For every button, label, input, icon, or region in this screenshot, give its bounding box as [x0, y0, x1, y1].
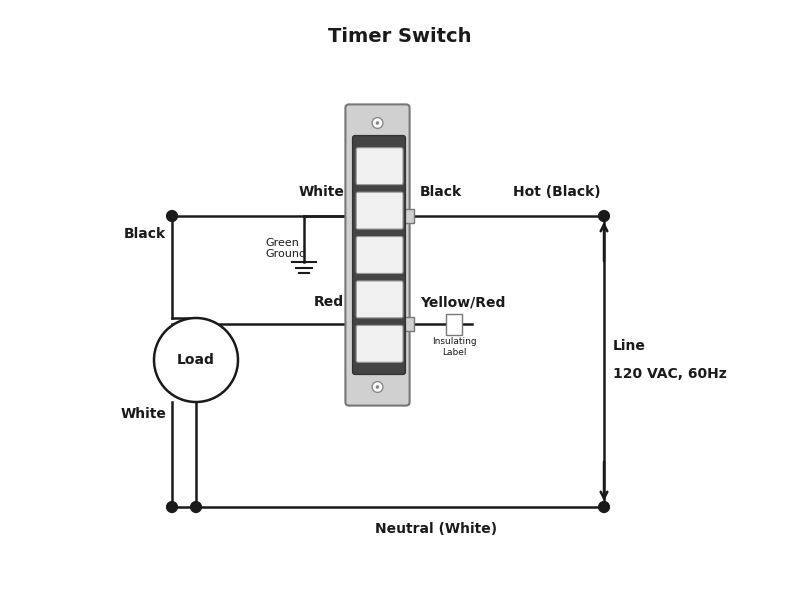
- Circle shape: [190, 502, 202, 512]
- Circle shape: [166, 502, 178, 512]
- Text: Red: Red: [314, 295, 344, 309]
- Text: Hot (Black): Hot (Black): [514, 185, 601, 199]
- Text: Load: Load: [177, 353, 215, 367]
- Circle shape: [376, 385, 379, 389]
- FancyBboxPatch shape: [356, 192, 403, 229]
- Bar: [403, 209, 414, 223]
- FancyBboxPatch shape: [356, 281, 403, 318]
- FancyBboxPatch shape: [356, 148, 403, 185]
- Text: White: White: [298, 185, 344, 199]
- Text: 120 VAC, 60Hz: 120 VAC, 60Hz: [613, 367, 726, 380]
- Circle shape: [598, 211, 610, 221]
- Circle shape: [598, 502, 610, 512]
- Text: Insulating
Label: Insulating Label: [432, 337, 476, 357]
- Text: Neutral (White): Neutral (White): [375, 522, 497, 536]
- Circle shape: [166, 211, 178, 221]
- Bar: [403, 317, 414, 331]
- Text: Yellow/Red: Yellow/Red: [420, 295, 505, 309]
- Text: Black: Black: [420, 185, 462, 199]
- Circle shape: [376, 121, 379, 125]
- Circle shape: [372, 382, 383, 392]
- FancyBboxPatch shape: [356, 325, 403, 362]
- Text: Timer Switch: Timer Switch: [328, 26, 472, 46]
- Bar: [446, 313, 462, 335]
- Text: Line: Line: [613, 340, 646, 353]
- FancyBboxPatch shape: [346, 104, 410, 406]
- Text: Green
Ground: Green Ground: [265, 238, 306, 259]
- FancyBboxPatch shape: [353, 136, 406, 374]
- Circle shape: [154, 318, 238, 402]
- Text: White: White: [120, 407, 166, 421]
- Text: Black: Black: [124, 227, 166, 241]
- FancyBboxPatch shape: [356, 236, 403, 274]
- Circle shape: [372, 118, 383, 128]
